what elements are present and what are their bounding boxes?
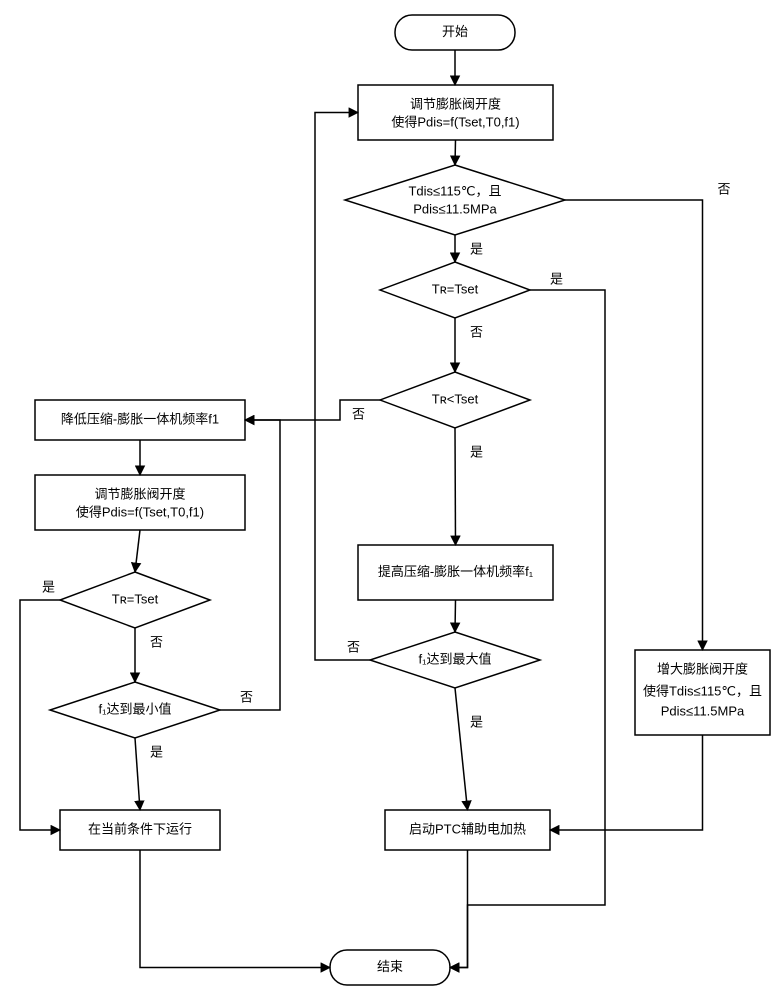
svg-text:增大膨胀阀开度: 增大膨胀阀开度 [657,661,748,676]
svg-text:否: 否 [470,324,483,339]
svg-text:调节膨胀阀开度: 调节膨胀阀开度 [94,486,185,501]
svg-text:是: 是 [550,271,563,286]
svg-text:是: 是 [470,714,483,729]
svg-text:f₁达到最大值: f₁达到最大值 [419,651,492,666]
svg-text:提高压缩-膨胀一体机频率f₁: 提高压缩-膨胀一体机频率f₁ [378,564,534,579]
svg-text:启动PTC辅助电加热: 启动PTC辅助电加热 [409,821,526,836]
svg-text:Pdis≤11.5MPa: Pdis≤11.5MPa [413,201,497,216]
svg-text:是: 是 [42,579,55,594]
svg-text:f₁达到最小值: f₁达到最小值 [99,701,172,716]
svg-text:结束: 结束 [377,959,403,974]
svg-text:Tʀ<Tset: Tʀ<Tset [432,391,479,406]
svg-text:Tʀ=Tset: Tʀ=Tset [112,591,159,606]
svg-text:否: 否 [718,181,731,196]
svg-text:使得Tdis≤115℃，且: 使得Tdis≤115℃，且 [643,683,762,698]
svg-text:是: 是 [150,744,163,759]
svg-text:降低压缩-膨胀一体机频率f1: 降低压缩-膨胀一体机频率f1 [61,411,219,426]
flowchart: 是否是是否是否否否是是否开始结束调节膨胀阀开度使得Pdis=f(Tset,T0,… [0,0,779,1000]
svg-text:在当前条件下运行: 在当前条件下运行 [88,821,192,836]
svg-text:否: 否 [150,634,163,649]
svg-text:调节膨胀阀开度: 调节膨胀阀开度 [410,96,501,111]
svg-text:是: 是 [470,444,483,459]
svg-text:否: 否 [240,689,253,704]
svg-text:Tʀ=Tset: Tʀ=Tset [432,281,479,296]
svg-text:使得Pdis=f(Tset,T0,f1): 使得Pdis=f(Tset,T0,f1) [76,504,204,519]
svg-text:Pdis≤11.5MPa: Pdis≤11.5MPa [661,703,745,718]
svg-text:开始: 开始 [442,24,468,39]
svg-text:否: 否 [347,639,360,654]
svg-text:是: 是 [470,241,483,256]
svg-text:Tdis≤115℃，且: Tdis≤115℃，且 [408,183,501,198]
svg-text:否: 否 [352,406,365,421]
svg-text:使得Pdis=f(Tset,T0,f1): 使得Pdis=f(Tset,T0,f1) [391,114,519,129]
